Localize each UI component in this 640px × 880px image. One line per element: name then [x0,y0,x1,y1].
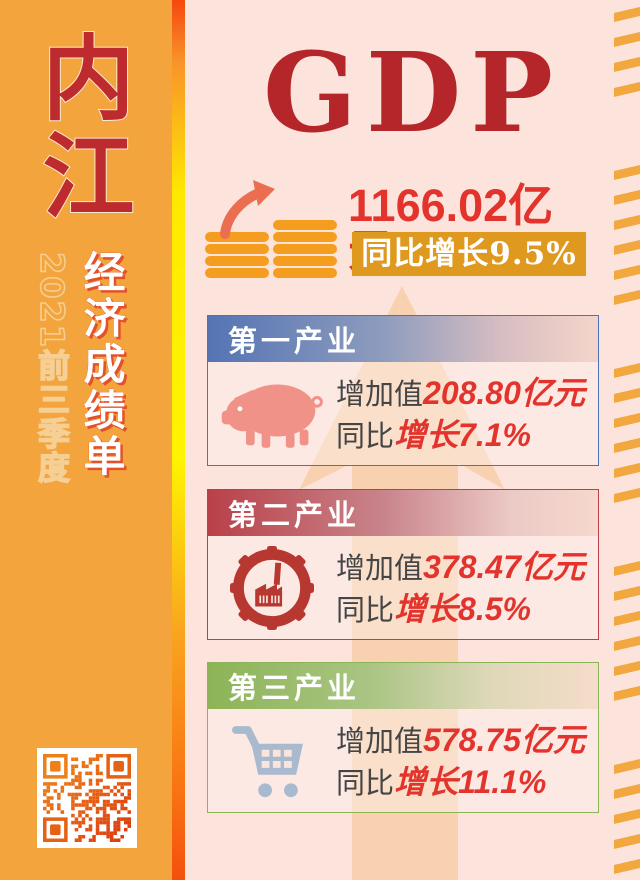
industry-card-tertiary: 第三产业 增加值578.75亿元 同比增长11.1% [207,662,599,813]
stat-growth: 同比增长7.1% [336,416,531,453]
edge-stripes-decoration [614,361,640,503]
card-title: 第一产业 [208,316,598,362]
edge-stripes-decoration [614,559,640,701]
period-label: 2021前三季度 [32,251,72,486]
stat-added-value: 增加值578.75亿元 [336,721,585,758]
stat-added-value: 增加值378.47亿元 [336,548,585,585]
coin-stacks-icon [205,180,337,278]
sidebar: 内江 2021前三季度 经济成绩单 [0,0,172,880]
up-trend-arrow-icon [220,180,275,239]
card-title: 第三产业 [208,663,598,709]
card-title: 第二产业 [208,490,598,536]
gdp-growth-badge: 同比增长9.5% [352,232,586,276]
gdp-heading: GDP [262,28,563,157]
qr-code [37,748,137,848]
factory-gear-icon [208,546,336,630]
industry-card-primary: 第一产业 增加值208.80亿元 同比增长7.1% [207,315,599,466]
pig-icon [208,376,336,452]
city-title: 内江 [26,29,135,227]
edge-stripes-decoration [614,757,640,880]
stat-growth: 同比增长8.5% [336,590,531,627]
stat-growth: 同比增长11.1% [336,763,547,800]
stat-added-value: 增加值208.80亿元 [336,374,585,411]
gradient-edge-strip [172,0,185,880]
shopping-cart-icon [208,721,336,801]
industry-card-secondary: 第二产业 [207,489,599,640]
subtitle-label: 经济成绩单 [77,250,127,481]
edge-stripes-decoration [614,163,640,305]
